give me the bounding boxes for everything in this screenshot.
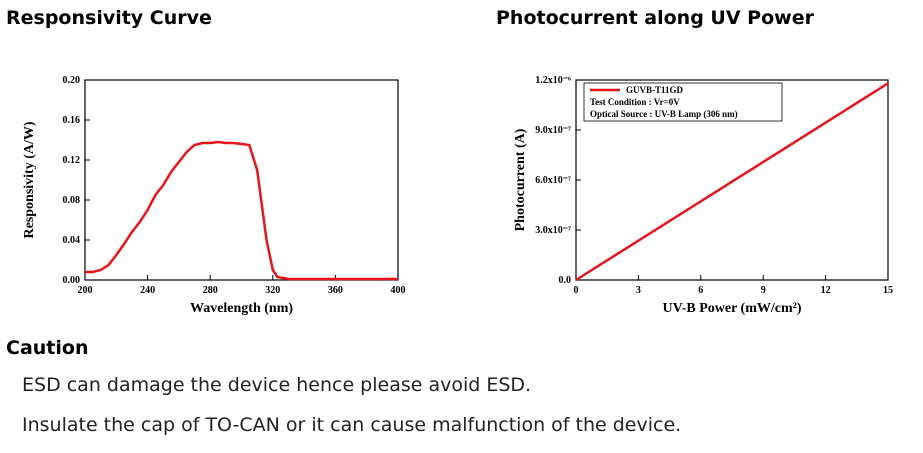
x-tick-label: 280: [203, 285, 218, 296]
caution-line: Insulate the cap of TO-CAN or it can cau…: [22, 414, 681, 436]
plot-frame: [84, 79, 399, 281]
x-tick-label: 0: [574, 285, 579, 296]
legend-note: Optical Source : UV-B Lamp (306 nm): [590, 109, 738, 119]
chart-title: Photocurrent along UV Power: [496, 7, 815, 29]
y-tick-label: 0.12: [63, 155, 81, 166]
x-tick-label: 200: [78, 285, 93, 296]
x-tick-label: 240: [140, 285, 155, 296]
x-tick-label: 9: [761, 285, 766, 296]
y-tick-label: 0.16: [63, 115, 81, 126]
x-tick-label: 12: [821, 285, 831, 296]
x-axis-label: Wavelength (nm): [190, 301, 293, 316]
x-tick-label: 3: [636, 285, 641, 296]
y-axis-label: Photocurrent (A): [513, 128, 528, 231]
caution-line: ESD can damage the device hence please a…: [22, 374, 531, 396]
y-axis-label: Responsivity (A/W): [22, 121, 37, 238]
x-tick-label: 6: [698, 285, 703, 296]
y-tick-label: 6.0x10⁻⁷: [535, 175, 571, 186]
data-line: [85, 140, 398, 281]
x-axis-label: UV-B Power (mW/cm²): [663, 301, 802, 316]
x-tick-label: 400: [391, 285, 406, 296]
y-tick-label: 1.2x10⁻⁶: [535, 75, 571, 86]
legend-label: GUVB-T11GD: [626, 85, 684, 95]
data-line: [575, 82, 889, 282]
y-tick-label: 0.08: [63, 195, 81, 206]
x-tick-label: 15: [883, 285, 893, 296]
y-tick-label: 0.0: [559, 275, 572, 286]
legend-note: Test Condition : Vr=0V: [590, 97, 680, 107]
chart-title: Responsivity Curve: [6, 7, 212, 29]
y-tick-label: 0.00: [63, 275, 81, 286]
x-tick-label: 320: [265, 285, 280, 296]
y-tick-label: 0.04: [63, 235, 81, 246]
y-tick-label: 9.0x10⁻⁷: [535, 125, 571, 136]
y-tick-label: 3.0x10⁻⁷: [535, 225, 571, 236]
x-tick-label: 360: [328, 285, 343, 296]
y-tick-label: 0.20: [63, 75, 81, 86]
caution-heading: Caution: [6, 337, 88, 359]
